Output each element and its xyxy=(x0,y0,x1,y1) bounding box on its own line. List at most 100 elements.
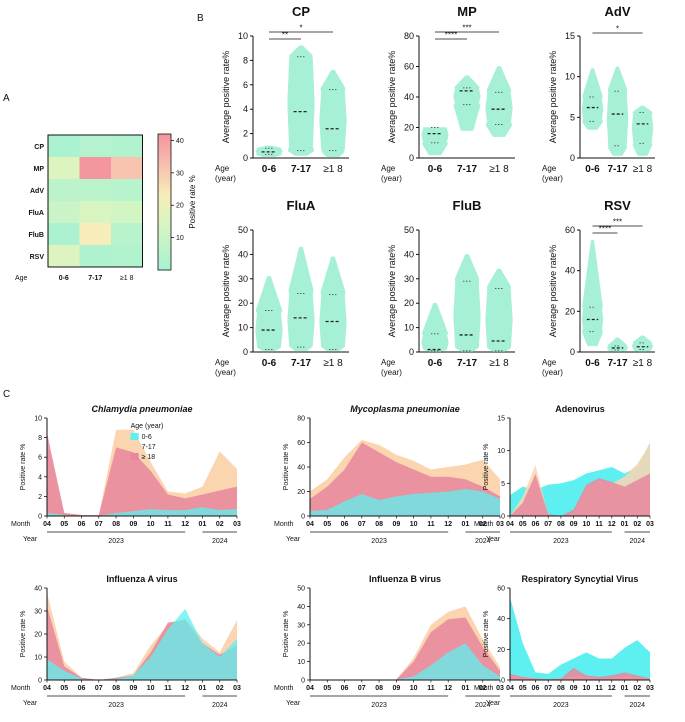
colorbar-segment xyxy=(158,136,171,140)
month-label: Month xyxy=(274,685,294,692)
year-label: Year xyxy=(286,536,301,543)
colorbar-segment xyxy=(158,242,171,246)
colorbar-segment xyxy=(158,222,171,226)
colorbar-segment xyxy=(158,265,171,269)
x-tick-label: 10 xyxy=(582,685,590,692)
colorbar-segment xyxy=(158,161,171,165)
area-chart-rsv-area: Respiratory Syncytial Virus0204060Positi… xyxy=(474,574,654,709)
x-tick-label: 09 xyxy=(570,685,578,692)
x-tick-label: 12 xyxy=(444,521,452,528)
x-tick-label: 09 xyxy=(392,685,400,692)
y-tick-label: 5 xyxy=(570,112,575,122)
x-tick-label: 06 xyxy=(341,521,349,528)
year-tick-label: 2024 xyxy=(629,702,645,709)
chart-title: Influenza B virus xyxy=(369,574,441,584)
heatmap-cell xyxy=(111,179,143,201)
y-tick-label: 60 xyxy=(297,440,305,447)
x-tick-label: 12 xyxy=(444,685,452,692)
y-tick-label: 2 xyxy=(38,494,42,501)
y-tick-label: 0 xyxy=(243,153,248,163)
x-tick-label: 04 xyxy=(506,521,514,528)
x-tick-label: 07 xyxy=(358,685,366,692)
violin-body xyxy=(421,127,449,156)
legend-label: ≥ 18 xyxy=(142,454,156,461)
x-tick-label: ≥1 8 xyxy=(323,164,343,175)
y-tick-label: 50 xyxy=(297,586,305,593)
heatmap-row-label: RSV xyxy=(30,254,45,261)
colorbar-segment xyxy=(158,170,171,174)
x-tick-label: 07 xyxy=(95,685,103,692)
significance-label: * xyxy=(299,24,302,33)
violin-body xyxy=(453,254,481,352)
colorbar-tick-label: 30 xyxy=(176,170,184,177)
colorbar-segment xyxy=(158,149,171,153)
y-tick-label: 50 xyxy=(404,225,414,235)
x-tick-label: 04 xyxy=(506,685,514,692)
year-label: Year xyxy=(486,536,501,543)
colorbar-segment xyxy=(158,147,171,151)
colorbar-segment xyxy=(158,240,171,244)
y-tick-label: 30 xyxy=(404,274,414,284)
y-tick-label: 8 xyxy=(38,435,42,442)
age-prefix-unit: (year) xyxy=(381,174,402,183)
y-tick-label: 10 xyxy=(34,655,42,662)
y-tick-label: 10 xyxy=(238,323,248,333)
y-tick-label: 20 xyxy=(297,489,305,496)
x-tick-label: 04 xyxy=(306,521,314,528)
colorbar-segment xyxy=(158,168,171,171)
violin-body xyxy=(485,268,513,352)
y-tick-label: 20 xyxy=(565,306,575,316)
x-tick-label: ≥1 8 xyxy=(489,358,509,369)
y-axis-label: Average positive rate% xyxy=(387,51,397,143)
age-prefix-unit: (year) xyxy=(215,368,236,377)
x-tick-label: 01 xyxy=(462,685,470,692)
y-tick-label: 6 xyxy=(243,80,248,90)
colorbar-segment xyxy=(158,256,171,260)
year-tick-label: 2023 xyxy=(371,538,387,545)
y-tick-label: 20 xyxy=(497,647,505,654)
colorbar-segment xyxy=(158,183,171,187)
y-tick-label: 30 xyxy=(34,609,42,616)
colorbar-segment xyxy=(158,202,171,205)
violin-body xyxy=(606,337,629,352)
x-tick-label: 01 xyxy=(621,685,629,692)
colorbar-segment xyxy=(158,263,171,267)
y-tick-label: 6 xyxy=(38,455,42,462)
x-tick-label: 09 xyxy=(392,521,400,528)
x-tick-label: 02 xyxy=(633,521,641,528)
year-label: Year xyxy=(286,700,301,707)
y-tick-label: 60 xyxy=(404,62,414,72)
y-axis-label: Average positive rate% xyxy=(221,51,231,143)
colorbar-segment xyxy=(158,249,171,253)
area-series xyxy=(510,473,650,516)
x-tick-label: 7-17 xyxy=(607,358,627,369)
y-tick-label: 40 xyxy=(297,465,305,472)
x-tick-label: 0-6 xyxy=(428,358,443,369)
age-prefix-unit: (year) xyxy=(542,368,563,377)
y-tick-label: 0 xyxy=(301,514,305,521)
colorbar-segment xyxy=(158,213,171,217)
area-series xyxy=(510,597,650,680)
age-prefix-unit: (year) xyxy=(542,174,563,183)
heatmap-cell xyxy=(111,135,143,157)
x-tick-label: 05 xyxy=(519,521,527,528)
y-tick-label: 0 xyxy=(409,347,414,357)
violin-body xyxy=(319,69,347,158)
violin-body xyxy=(287,246,315,352)
x-tick-label: 7-17 xyxy=(457,358,477,369)
y-tick-label: 40 xyxy=(497,616,505,623)
x-tick-label: 10 xyxy=(410,685,418,692)
month-label: Month xyxy=(474,685,494,692)
x-tick-label: 01 xyxy=(199,685,207,692)
x-tick-label: 01 xyxy=(199,521,207,528)
y-tick-label: 10 xyxy=(565,72,575,82)
panel-label-c: C xyxy=(3,389,10,400)
colorbar-segment xyxy=(158,229,171,233)
violin-body xyxy=(255,276,283,352)
colorbar-segment xyxy=(158,204,171,208)
significance-label: ** xyxy=(282,31,288,40)
y-axis-label: Average positive rate% xyxy=(221,245,231,337)
